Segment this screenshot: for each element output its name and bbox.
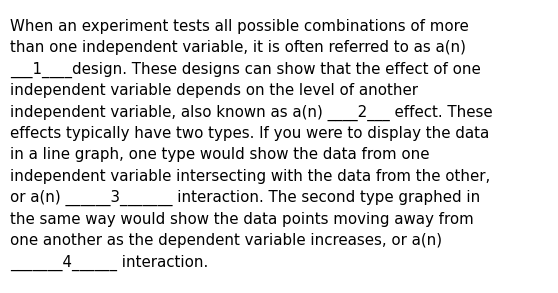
Text: _______4______ interaction.: _______4______ interaction.	[10, 254, 208, 270]
Text: one another as the dependent variable increases, or a(n): one another as the dependent variable in…	[10, 233, 442, 248]
Text: independent variable, also known as a(n) ____2___ effect. These: independent variable, also known as a(n)…	[10, 105, 493, 121]
Text: independent variable intersecting with the data from the other,: independent variable intersecting with t…	[10, 169, 490, 184]
Text: ___1____design. These designs can show that the effect of one: ___1____design. These designs can show t…	[10, 62, 481, 78]
Text: When an experiment tests all possible combinations of more: When an experiment tests all possible co…	[10, 19, 469, 34]
Text: effects typically have two types. If you were to display the data: effects typically have two types. If you…	[10, 126, 489, 141]
Text: than one independent variable, it is often referred to as a(n): than one independent variable, it is oft…	[10, 40, 466, 55]
Text: the same way would show the data points moving away from: the same way would show the data points …	[10, 212, 474, 226]
Text: in a line graph, one type would show the data from one: in a line graph, one type would show the…	[10, 147, 430, 162]
Text: independent variable depends on the level of another: independent variable depends on the leve…	[10, 83, 418, 98]
Text: or a(n) ______3_______ interaction. The second type graphed in: or a(n) ______3_______ interaction. The …	[10, 190, 480, 206]
